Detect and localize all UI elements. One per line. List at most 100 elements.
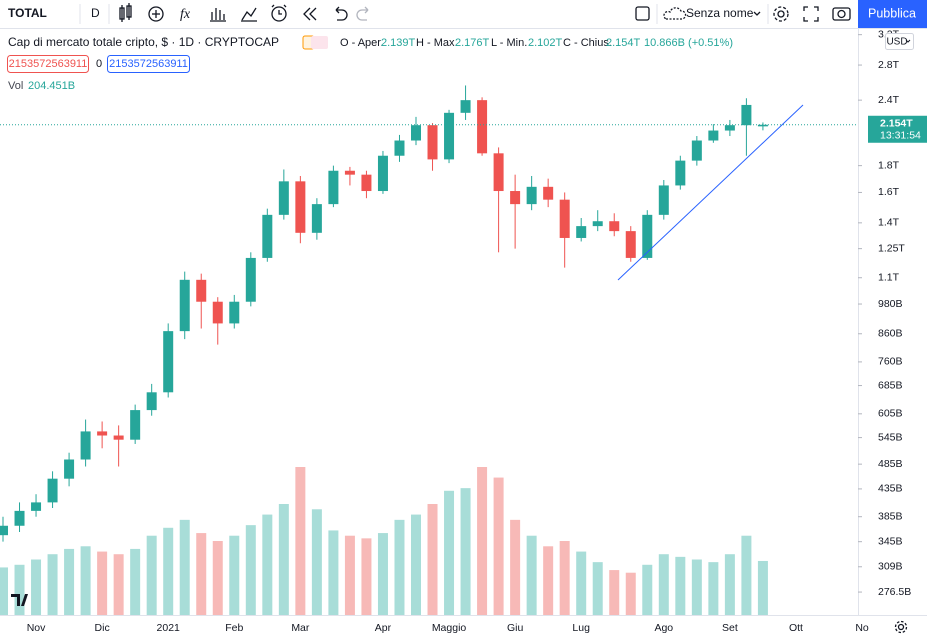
layout-name[interactable]: Senza nome bbox=[686, 6, 754, 20]
last-price-tag bbox=[868, 115, 927, 143]
input-box[interactable] bbox=[107, 55, 190, 73]
settings-button[interactable] bbox=[773, 6, 789, 22]
y-tick-label: 435B bbox=[878, 483, 903, 495]
candle-body bbox=[97, 431, 108, 436]
x-tick-label: Lug bbox=[572, 622, 590, 634]
currency-caret[interactable] bbox=[905, 39, 911, 43]
candle-body bbox=[146, 392, 157, 411]
candle-body bbox=[708, 130, 719, 141]
candle-body bbox=[658, 185, 669, 215]
trend-line[interactable] bbox=[617, 104, 804, 281]
interval[interactable]: D bbox=[91, 6, 100, 20]
x-tick-label: Feb bbox=[225, 622, 243, 634]
currency-label[interactable]: USD bbox=[886, 37, 907, 48]
candle-body bbox=[14, 510, 25, 526]
compare-button[interactable] bbox=[148, 6, 164, 22]
candle-body bbox=[394, 140, 405, 156]
undo-button[interactable] bbox=[335, 6, 348, 21]
volume-bar bbox=[47, 554, 58, 615]
candle-body bbox=[0, 525, 8, 536]
alarm-button[interactable] bbox=[271, 4, 287, 22]
candle-body bbox=[278, 181, 289, 215]
templates-button[interactable] bbox=[210, 8, 226, 22]
alert-button[interactable] bbox=[241, 7, 257, 22]
candle-body bbox=[344, 170, 355, 175]
y-tick-label: 385B bbox=[878, 510, 903, 522]
y-tick-label: 2.4T bbox=[878, 94, 900, 106]
candle-body bbox=[411, 125, 421, 141]
candle-body bbox=[675, 160, 686, 186]
legend-title: Cap di mercato totale cripto, $ · 1D · C… bbox=[8, 35, 279, 49]
y-tick-label: 276.5B bbox=[878, 586, 911, 598]
candle-body bbox=[311, 204, 322, 233]
candle-body bbox=[245, 257, 256, 302]
input-box[interactable] bbox=[7, 55, 89, 73]
volume-bar bbox=[262, 514, 273, 615]
toolbar: TOTAL D fx Senza nome Pubblica bbox=[0, 0, 927, 29]
candle-body bbox=[130, 410, 141, 440]
volume-bar bbox=[80, 546, 91, 615]
candle-body bbox=[80, 431, 91, 460]
volume-bar bbox=[708, 562, 719, 615]
y-tick-label: 860B bbox=[878, 328, 903, 340]
volume-bar bbox=[179, 519, 190, 615]
snapshot-button[interactable] bbox=[832, 7, 851, 21]
volume-bar bbox=[576, 551, 587, 615]
y-tick-label: 1.6T bbox=[878, 186, 900, 198]
input-separator: 0 bbox=[96, 58, 102, 70]
volume-value: 204.451B bbox=[28, 80, 75, 92]
volume-bar bbox=[559, 541, 570, 615]
volume-bar bbox=[377, 533, 388, 615]
candle-body bbox=[47, 478, 58, 503]
candle-body bbox=[625, 231, 636, 258]
candle-body bbox=[295, 181, 306, 233]
low-label: L - Min. bbox=[491, 37, 527, 49]
volume-bar bbox=[691, 559, 702, 615]
x-tick-label: 2021 bbox=[157, 622, 181, 634]
indicators-button[interactable]: fx bbox=[180, 7, 191, 22]
candle-body bbox=[460, 100, 471, 113]
currency-button[interactable] bbox=[885, 33, 914, 50]
candle-body bbox=[229, 301, 240, 324]
fullscreen-button[interactable] bbox=[803, 6, 819, 22]
candle-body bbox=[691, 140, 702, 161]
publish-button[interactable] bbox=[858, 0, 927, 28]
input-value[interactable]: 2153572563911 bbox=[9, 58, 88, 70]
high-label: H - Max. bbox=[416, 37, 458, 49]
logo[interactable] bbox=[11, 594, 28, 606]
volume-bar bbox=[229, 535, 240, 615]
x-tick-label: No bbox=[855, 622, 869, 634]
volume-bar bbox=[344, 535, 355, 615]
legend: Cap di mercato totale cripto, $ · 1D · C… bbox=[7, 35, 733, 92]
x-tick-label: Mar bbox=[291, 622, 310, 634]
legend-icon[interactable] bbox=[311, 36, 328, 49]
countdown-label: 13:31:54 bbox=[880, 130, 921, 142]
volume-bar bbox=[493, 477, 504, 615]
low-value: 2.102T bbox=[528, 37, 563, 49]
candle-body bbox=[262, 214, 273, 258]
volume-bar bbox=[444, 490, 455, 615]
input-value[interactable]: 2153572563911 bbox=[109, 58, 188, 70]
volume-bar bbox=[31, 559, 42, 615]
publish-label[interactable]: Pubblica bbox=[868, 6, 916, 20]
candle-body bbox=[642, 214, 653, 258]
x-tick-label: Ott bbox=[789, 622, 803, 634]
select-button[interactable] bbox=[635, 6, 650, 21]
volume-bar bbox=[97, 551, 108, 615]
redo-button[interactable] bbox=[356, 6, 369, 21]
y-tick-label: 485B bbox=[878, 458, 903, 470]
replay-button[interactable] bbox=[303, 7, 317, 21]
candle-body bbox=[377, 155, 388, 192]
candle-body bbox=[444, 112, 455, 160]
y-tick-label: 1.4T bbox=[878, 217, 900, 229]
chart-type-button[interactable] bbox=[119, 3, 132, 22]
candle-body bbox=[361, 174, 372, 192]
candle-body bbox=[328, 170, 339, 205]
axis-settings-button[interactable] bbox=[894, 620, 908, 634]
candle-body bbox=[724, 125, 735, 131]
volume-bar bbox=[113, 554, 124, 615]
symbol[interactable]: TOTAL bbox=[8, 6, 47, 20]
layout-caret[interactable] bbox=[753, 11, 761, 16]
volume-bar bbox=[245, 525, 256, 615]
volume-bar bbox=[196, 533, 207, 615]
